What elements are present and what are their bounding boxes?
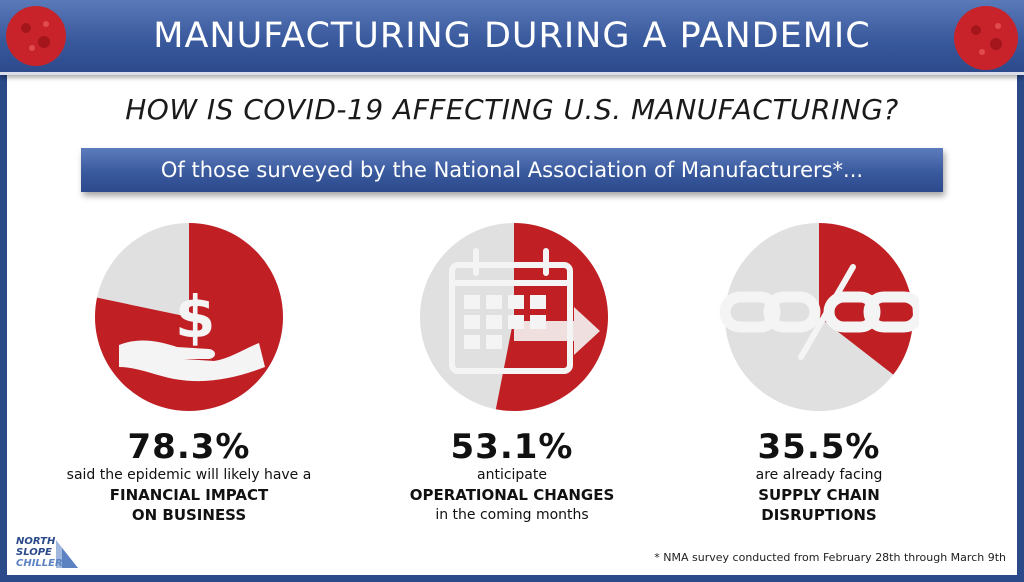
title-banner	[0, 0, 1024, 75]
logo-line2: SLOPE	[16, 547, 52, 558]
stat-operational: 53.1% anticipate OPERATIONAL CHANGES in …	[352, 428, 672, 525]
calendar-grid	[464, 295, 600, 355]
stat-percent: 53.1%	[450, 427, 574, 467]
pie-slice	[495, 223, 609, 411]
pie-chart-supply-chain	[719, 217, 925, 417]
svg-text:$: $	[175, 283, 215, 351]
stat-line2: SUPPLY CHAIN	[758, 486, 880, 504]
stat-supply-chain: 35.5% are already facing SUPPLY CHAIN DI…	[659, 428, 979, 525]
stat-line3: DISRUPTIONS	[761, 506, 877, 524]
stat-financial: 78.3% said the epidemic will likely have…	[29, 428, 349, 525]
logo-line3: CHILLERS	[16, 558, 70, 569]
pie-chart-financial: $	[89, 217, 289, 417]
stat-line1: are already facing	[755, 467, 883, 483]
page-title: MANUFACTURING DURING A PANDEMIC	[153, 16, 871, 56]
logo-line1: NORTH	[16, 536, 56, 547]
stat-percent: 78.3%	[127, 427, 251, 467]
stat-line1: anticipate	[477, 467, 547, 483]
pie-chart-operational	[414, 217, 614, 417]
virus-icon-right	[954, 6, 1018, 70]
stat-line2: OPERATIONAL CHANGES	[409, 486, 615, 504]
stat-line2: FINANCIAL IMPACT	[109, 486, 269, 504]
virus-icon-left	[6, 6, 66, 66]
company-logo: NORTH SLOPE CHILLERS	[16, 536, 86, 572]
page-subtitle: HOW IS COVID-19 AFFECTING U.S. MANUFACTU…	[125, 93, 899, 126]
footnote: * NMA survey conducted from February 28t…	[654, 551, 1006, 564]
stat-line3: in the coming months	[435, 507, 589, 523]
stat-line3: ON BUSINESS	[131, 506, 247, 524]
stat-percent: 35.5%	[757, 427, 881, 467]
hand-holding-dollar-icon: $	[119, 283, 265, 382]
survey-banner: Of those surveyed by the National Associ…	[81, 148, 943, 192]
stat-line1: said the epidemic will likely have a	[66, 467, 312, 483]
calendar-arrow-icon	[449, 248, 573, 374]
